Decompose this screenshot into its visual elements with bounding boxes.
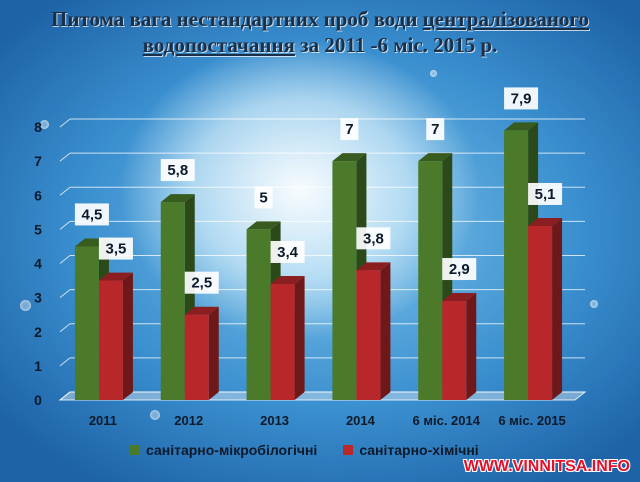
bar <box>160 202 185 400</box>
data-label: 7 <box>345 121 353 138</box>
x-tick-label: 6 міс. 2015 <box>498 413 565 428</box>
data-label: 3,5 <box>105 241 126 258</box>
bar-side <box>552 217 563 400</box>
y-tick-label: 8 <box>34 119 42 135</box>
y-tick-label: 1 <box>34 358 42 374</box>
bar <box>74 246 99 400</box>
gridline-side <box>59 323 71 333</box>
title-text: Питома вага нестандартних проб води <box>51 7 423 31</box>
gridline-side <box>59 255 71 264</box>
y-tick-label: 3 <box>34 290 42 306</box>
bar-side <box>380 262 391 400</box>
bar-top <box>246 221 281 230</box>
title-underlined-text: централізованого <box>422 7 589 31</box>
legend-label: санітарно-мікробілогічні <box>146 442 318 458</box>
gridline-side <box>59 186 71 196</box>
y-tick-label: 5 <box>34 221 42 237</box>
water-drop <box>150 410 160 420</box>
legend-swatch <box>130 445 140 455</box>
x-tick-label: 6 міс. 2014 <box>413 413 481 428</box>
data-label-box <box>98 237 133 260</box>
data-label: 7 <box>431 121 439 138</box>
bar-top <box>418 153 453 162</box>
bar-top <box>504 122 539 131</box>
y-tick-label: 7 <box>34 153 42 169</box>
y-tick-label: 4 <box>34 256 42 272</box>
data-label-box <box>74 203 109 226</box>
bar <box>442 301 467 400</box>
water-drop <box>40 120 49 129</box>
chart-title: Питома вага нестандартних проб води цент… <box>0 6 640 58</box>
bar-top <box>528 217 563 226</box>
data-label: 5,8 <box>167 162 188 179</box>
data-label: 2,5 <box>191 275 212 292</box>
bar <box>246 229 271 400</box>
x-tick-label: 2014 <box>346 413 376 428</box>
legend-label: санітарно-хімічні <box>359 442 479 458</box>
bar-top <box>160 194 195 203</box>
data-label: 5 <box>259 189 267 206</box>
bar-top <box>332 153 367 162</box>
data-label-box <box>254 186 273 209</box>
water-drop <box>20 300 31 311</box>
bar-top <box>184 306 219 315</box>
title-text: за 2011 -6 міс. 2015 р. <box>294 33 498 57</box>
gridline-side <box>59 220 71 230</box>
bar-top <box>356 262 391 271</box>
legend-item-series2: санітарно-хімічні <box>343 442 479 458</box>
bar <box>418 161 443 400</box>
data-label-box <box>504 87 539 110</box>
bar <box>270 283 295 400</box>
data-label-box <box>356 227 391 250</box>
data-label-box <box>442 258 477 281</box>
y-tick-label: 6 <box>34 187 42 203</box>
data-label-box <box>528 182 563 205</box>
bar-top <box>270 275 305 284</box>
data-label: 7,9 <box>511 90 532 107</box>
x-tick-label: 2011 <box>89 413 117 428</box>
bar <box>528 225 553 400</box>
gridline-side <box>59 118 71 128</box>
data-label-box <box>426 118 445 141</box>
bar <box>332 161 357 400</box>
data-label: 5,1 <box>535 186 556 203</box>
bar-side <box>208 306 219 400</box>
x-tick-label: 2013 <box>260 413 289 428</box>
legend-item-series1: санітарно-мікробілогічні <box>130 442 317 458</box>
bar <box>184 314 209 400</box>
data-label-box <box>340 118 359 141</box>
water-drop <box>590 300 598 308</box>
data-label-box <box>184 271 219 294</box>
bar-side <box>294 275 305 400</box>
data-label: 3,8 <box>363 230 384 247</box>
legend-swatch <box>343 445 354 455</box>
bar-side <box>466 293 477 400</box>
title-underlined-text: водопостачання <box>142 33 295 57</box>
bar-side <box>122 272 133 400</box>
bar-top <box>98 272 133 281</box>
water-drop <box>430 70 437 77</box>
gridline-side <box>59 357 71 367</box>
legend: санітарно-мікробілогічні санітарно-хіміч… <box>130 442 505 458</box>
x-tick-label: 2012 <box>174 413 203 428</box>
gridline-side <box>59 152 71 162</box>
bar <box>504 130 529 400</box>
data-label: 3,4 <box>277 244 299 261</box>
bar <box>356 270 381 400</box>
data-label-box <box>270 240 305 263</box>
y-tick-label: 0 <box>34 392 42 408</box>
data-label: 4,5 <box>81 206 102 223</box>
y-tick-label: 2 <box>34 324 42 340</box>
data-label: 2,9 <box>449 261 470 278</box>
watermark: WWW.VINNITSA.INFO <box>463 458 630 475</box>
data-label-box <box>160 159 195 182</box>
gridline-side <box>59 289 71 299</box>
bar-top <box>442 293 477 302</box>
bar <box>98 280 123 400</box>
